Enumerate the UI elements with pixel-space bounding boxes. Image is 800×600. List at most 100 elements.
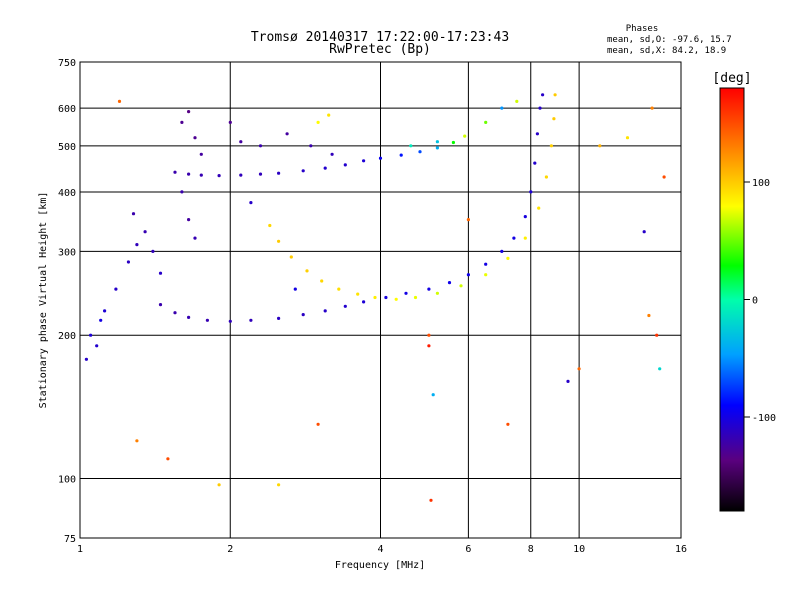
data-point-78 [228,120,232,124]
y-tick-label-1: 100 [58,475,76,486]
data-point-20 [205,318,209,322]
data-point-7 [301,169,305,173]
y-tick-label-5: 500 [58,142,76,153]
data-point-61 [553,93,557,97]
data-point-83 [330,152,334,156]
data-point-39 [535,132,540,136]
data-point-34 [500,249,504,253]
data-point-109 [117,99,122,103]
data-point-35 [512,236,516,240]
data-point-111 [625,136,630,140]
data-point-110 [598,144,602,148]
data-point-80 [258,144,263,148]
data-point-98 [429,498,433,502]
data-point-96 [427,333,431,337]
data-point-40 [538,106,542,110]
data-point-116 [249,201,253,205]
data-point-31 [447,281,452,285]
data-point-17 [158,303,163,307]
y-tick-label-2: 200 [58,331,76,342]
data-point-99 [431,393,435,397]
data-point-59 [549,144,554,148]
data-point-47 [337,287,341,291]
data-point-62 [89,333,93,337]
data-point-74 [180,120,184,124]
data-point-6 [277,171,281,175]
data-point-89 [435,140,439,144]
data-point-77 [199,152,203,156]
data-point-44 [289,255,293,259]
data-point-90 [409,144,413,148]
data-point-57 [537,206,541,210]
colorbar-tick-label-0: 100 [752,178,770,189]
data-point-4 [239,173,243,177]
x-tick-label-6: 16 [675,544,687,555]
x-tick-label-2: 4 [377,544,383,555]
data-point-102 [642,230,646,234]
phases-line-o: mean, sd,O: -97.6, 15.7 [607,35,732,45]
data-point-84 [180,190,184,194]
y-tick-label-7: 750 [58,58,76,69]
x-tick-label-5: 10 [573,544,585,555]
colorbar-ticks: 100 0 -100 [744,178,776,424]
data-point-92 [500,106,504,110]
data-point-18 [173,311,177,315]
data-point-53 [459,284,463,288]
data-point-19 [187,315,191,319]
data-point-67 [114,287,118,291]
x-axis-label: Frequency [MHz] [335,560,425,571]
colorbar-tick-label-1: 0 [752,296,758,307]
data-point-85 [187,218,191,222]
data-point-48 [356,292,360,296]
data-point-100 [566,379,570,383]
y-axis-ticks: 75 100 200 300 400 500 600 750 [58,58,76,545]
y-tick-label-0: 75 [64,534,76,545]
data-point-88 [316,120,320,124]
y-tick-label-3: 300 [58,247,76,258]
data-point-26 [343,304,347,308]
data-point-15 [451,140,455,145]
data-point-30 [427,287,431,291]
data-point-60 [552,117,556,121]
data-point-45 [305,269,309,273]
data-point-23 [277,316,281,320]
data-point-73 [158,271,163,275]
data-point-16 [463,134,467,138]
data-point-63 [95,344,99,348]
data-point-82 [309,144,313,148]
data-point-64 [84,357,88,361]
data-point-51 [413,295,418,300]
data-point-56 [523,236,527,240]
data-point-79 [239,140,243,144]
data-point-75 [187,110,191,114]
data-point-81 [285,132,289,136]
x-tick-label-1: 2 [227,544,233,555]
data-point-10 [362,159,366,163]
data-point-91 [484,120,488,124]
data-point-50 [394,297,398,301]
colorbar-tick-label-2: -100 [752,413,776,424]
data-point-13 [418,150,422,154]
x-tick-label-3: 6 [465,544,471,555]
data-point-29 [404,291,408,295]
data-point-107 [135,439,139,443]
data-point-32 [466,273,470,277]
phases-header: Phases [626,24,659,34]
data-point-106 [658,367,662,371]
data-point-21 [228,319,232,323]
data-point-43 [277,239,281,243]
data-point-3 [217,174,221,178]
data-point-58 [544,175,549,179]
grid-lines [80,62,681,538]
data-point-94 [277,483,281,487]
data-point-12 [399,153,403,157]
x-tick-label-0: 1 [77,544,83,555]
data-point-37 [529,190,533,194]
data-point-72 [131,212,136,216]
chart-title: Tromsø 20140317 17:22:00-17:23:43 [251,30,509,45]
data-point-33 [484,262,488,266]
data-point-117 [662,175,666,179]
data-point-0 [173,170,177,174]
data-point-65 [99,318,103,322]
